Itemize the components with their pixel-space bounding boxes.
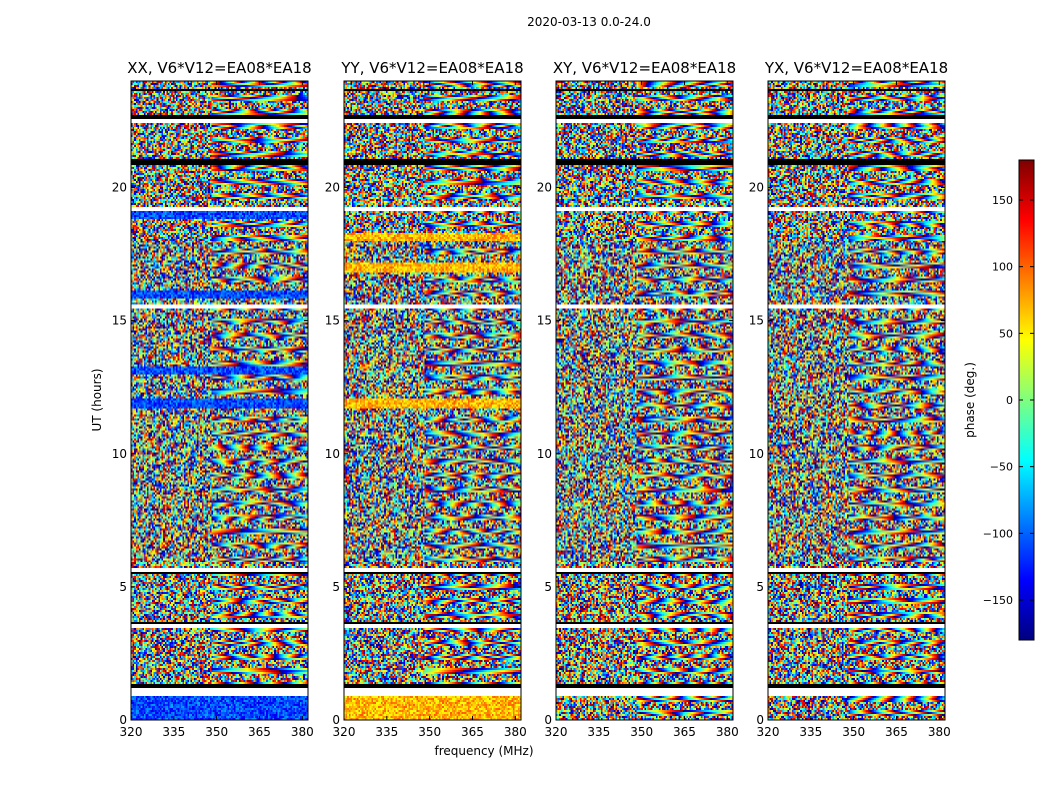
colorbar-label: phase (deg.) bbox=[963, 362, 977, 438]
panels-group: XX, V6*V12=EA08*EA18 320 335 350 365 380 0 5 10 1… bbox=[112, 59, 951, 739]
x-tick-label: 365 bbox=[248, 725, 271, 739]
x-tick-label: 380 bbox=[716, 725, 739, 739]
x-tick-label: 365 bbox=[461, 725, 484, 739]
panel-1: XX, V6*V12=EA08*EA18 320 335 350 365 380 0 5 10 1… bbox=[112, 59, 314, 739]
x-tick-label: 320 bbox=[120, 725, 143, 739]
y-tick-label: 15 bbox=[749, 314, 764, 328]
panel-2: YY, V6*V12=EA08*EA18 320 335 350 365 380 0 5 10 1… bbox=[325, 59, 527, 739]
x-tick-label: 350 bbox=[418, 725, 441, 739]
y-tick-label: 10 bbox=[537, 447, 552, 461]
colorbar-tick-label: 100 bbox=[992, 261, 1013, 274]
y-tick-label: 0 bbox=[119, 713, 127, 727]
y-tick-label: 5 bbox=[119, 580, 127, 594]
x-tick-label: 335 bbox=[162, 725, 185, 739]
x-tick-label: 320 bbox=[333, 725, 356, 739]
x-tick-label: 320 bbox=[545, 725, 568, 739]
plot-frame bbox=[767, 80, 946, 721]
x-tick-label: 350 bbox=[205, 725, 228, 739]
y-tick-label: 20 bbox=[537, 181, 552, 195]
x-tick-label: 335 bbox=[799, 725, 822, 739]
y-tick-label: 20 bbox=[749, 181, 764, 195]
x-axis-label: frequency (MHz) bbox=[434, 744, 533, 758]
panel-title: XX, V6*V12=EA08*EA18 bbox=[127, 59, 311, 77]
heatmap-image bbox=[344, 81, 521, 720]
y-tick-label: 15 bbox=[112, 314, 127, 328]
panel-title: YY, V6*V12=EA08*EA18 bbox=[340, 59, 523, 77]
y-tick-label: 20 bbox=[325, 181, 340, 195]
y-tick-label: 10 bbox=[749, 447, 764, 461]
panel-title: XY, V6*V12=EA08*EA18 bbox=[553, 59, 736, 77]
panel-title: YX, V6*V12=EA08*EA18 bbox=[764, 59, 948, 77]
heatmap-image bbox=[556, 81, 733, 720]
panel-4: YX, V6*V12=EA08*EA18 320 335 350 365 380 0 5 10 1… bbox=[749, 59, 951, 739]
plot-frame bbox=[555, 80, 734, 721]
x-tick-label: 335 bbox=[587, 725, 610, 739]
x-tick-label: 350 bbox=[630, 725, 653, 739]
y-tick-label: 10 bbox=[112, 447, 127, 461]
y-tick-label: 0 bbox=[332, 713, 340, 727]
heatmap-image bbox=[768, 81, 945, 720]
y-tick-label: 15 bbox=[325, 314, 340, 328]
y-tick-label: 0 bbox=[756, 713, 764, 727]
x-tick-label: 335 bbox=[375, 725, 398, 739]
y-axis-label: UT (hours) bbox=[90, 368, 104, 431]
x-tick-label: 380 bbox=[291, 725, 314, 739]
y-tick-label: 10 bbox=[325, 447, 340, 461]
colorbar-tick-label: −150 bbox=[983, 594, 1013, 607]
y-tick-label: 5 bbox=[544, 580, 552, 594]
colorbar: 150 100 50 0 −50 −100 −150 bbox=[983, 159, 1035, 641]
heatmap-image bbox=[131, 81, 308, 720]
plot-frame bbox=[130, 80, 309, 721]
x-tick-label: 365 bbox=[885, 725, 908, 739]
colorbar-tick-label: −50 bbox=[990, 461, 1013, 474]
y-tick-label: 5 bbox=[332, 580, 340, 594]
y-tick-label: 0 bbox=[544, 713, 552, 727]
y-tick-label: 5 bbox=[756, 580, 764, 594]
x-tick-label: 350 bbox=[842, 725, 865, 739]
colorbar-tick-label: −100 bbox=[983, 527, 1013, 540]
y-tick-label: 20 bbox=[112, 181, 127, 195]
x-tick-label: 320 bbox=[757, 725, 780, 739]
y-tick-label: 15 bbox=[537, 314, 552, 328]
panel-3: XY, V6*V12=EA08*EA18 320 335 350 365 380 0 5 10 1… bbox=[537, 59, 739, 739]
colorbar-tick-label: 50 bbox=[999, 327, 1013, 340]
x-tick-label: 380 bbox=[928, 725, 951, 739]
figure-title: 2020-03-13 0.0-24.0 bbox=[527, 15, 651, 29]
plot-frame bbox=[343, 80, 522, 721]
colorbar-tick-label: 0 bbox=[1006, 394, 1013, 407]
x-tick-label: 380 bbox=[504, 725, 527, 739]
x-tick-label: 365 bbox=[673, 725, 696, 739]
colorbar-tick-label: 150 bbox=[992, 194, 1013, 207]
